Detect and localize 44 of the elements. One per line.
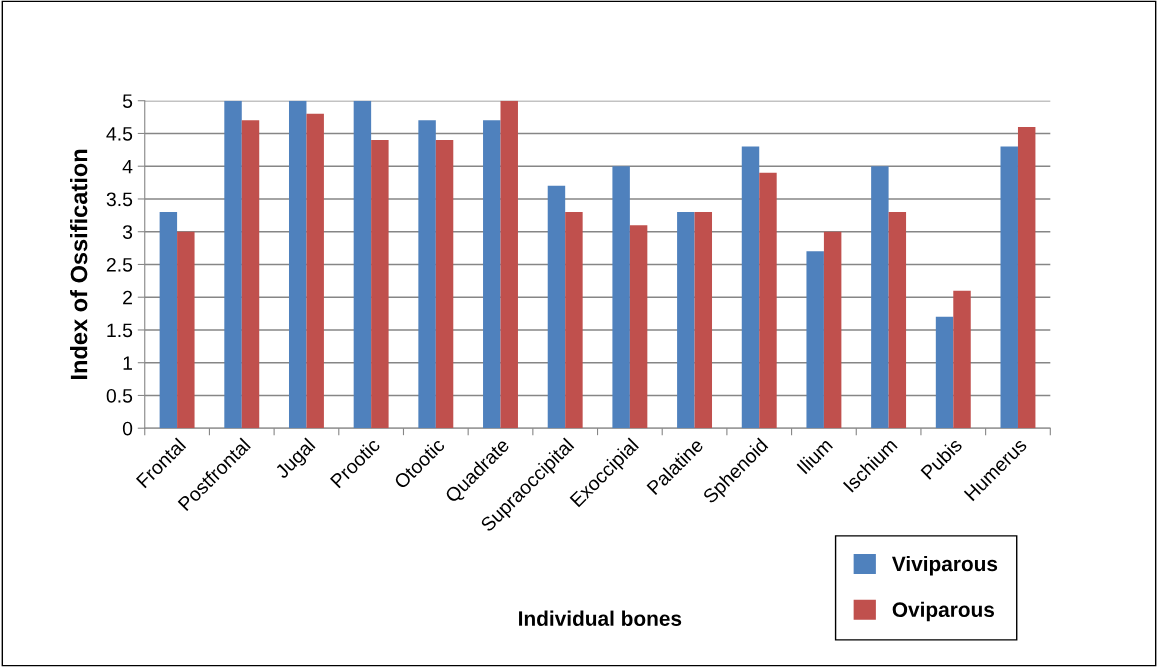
bar — [177, 231, 195, 429]
bar — [565, 212, 583, 429]
legend-label: Oviparous — [892, 601, 995, 622]
bar — [224, 100, 242, 429]
x-axis-title: Individual bones — [519, 610, 682, 626]
bar — [547, 185, 566, 429]
bar — [435, 140, 454, 429]
bar — [871, 166, 889, 429]
y-tick-label: 4 — [122, 159, 133, 174]
bar — [371, 140, 389, 429]
bar — [741, 146, 760, 429]
bar — [694, 212, 713, 429]
bar — [418, 120, 436, 429]
bar — [823, 231, 842, 429]
legend-label: Viviparous — [891, 555, 998, 576]
y-tick-label: 0 — [122, 421, 133, 436]
y-tick-label: 1 — [123, 356, 132, 370]
bar — [1000, 146, 1018, 429]
bar — [353, 100, 372, 429]
x-tick-label: Ilium — [796, 437, 834, 475]
y-tick-label: 1.5 — [107, 323, 133, 338]
y-tick-label: 3.5 — [106, 192, 133, 207]
bar — [759, 172, 777, 429]
bar — [888, 212, 907, 429]
y-axis-title: Index of Ossification — [70, 149, 88, 379]
bar — [241, 120, 260, 429]
bar — [159, 212, 178, 429]
y-tick-label: 4.5 — [106, 127, 133, 141]
bar — [677, 212, 695, 429]
bar — [1017, 126, 1036, 429]
bar — [953, 290, 971, 429]
bar — [629, 225, 648, 429]
bar — [483, 120, 501, 429]
y-tick-label: 5 — [122, 94, 133, 108]
y-tick-label: 2.5 — [106, 257, 133, 272]
bar — [500, 100, 518, 429]
bar — [288, 100, 307, 429]
y-tick-label: 0.5 — [106, 388, 133, 403]
bar — [306, 113, 324, 429]
bar — [612, 166, 630, 429]
bar — [806, 251, 824, 429]
bar — [935, 316, 954, 429]
y-tick-label: 2 — [123, 290, 132, 305]
y-tick-label: 3 — [122, 225, 133, 239]
